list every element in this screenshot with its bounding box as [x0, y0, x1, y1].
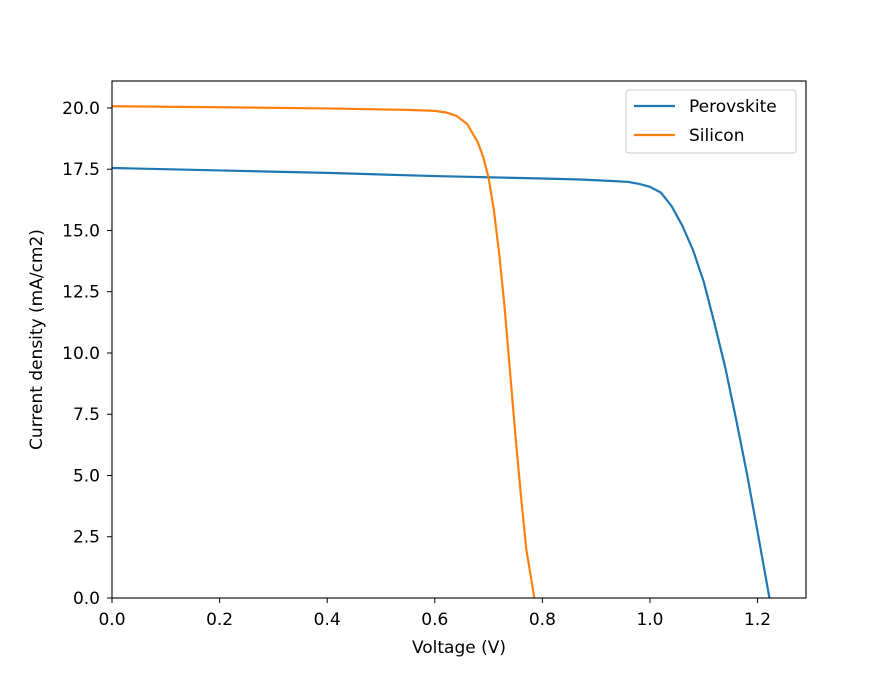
y-axis-ticks: 0.0 2.5 5.0 7.5 10.0 12.5 15.0 17.5 20.0 — [62, 99, 112, 609]
x-axis-label: Voltage (V) — [412, 638, 506, 658]
series-layer — [111, 105, 771, 599]
x-axis-ticks: 0.0 0.2 0.4 0.6 0.8 1.0 1.2 — [98, 598, 771, 630]
y-tick-label: 10.0 — [62, 344, 100, 364]
y-tick-label: 2.5 — [73, 528, 100, 548]
y-tick-label: 12.5 — [62, 283, 100, 303]
x-tick-label: 1.0 — [636, 610, 663, 630]
y-tick-label: 5.0 — [73, 466, 100, 486]
legend: Perovskite Silicon — [625, 89, 797, 154]
legend-label-silicon: Silicon — [689, 126, 744, 146]
x-tick-label: 0.2 — [206, 610, 233, 630]
y-tick-label: 15.0 — [62, 221, 100, 241]
x-tick-label: 0.6 — [421, 610, 448, 630]
plot-frame — [111, 80, 807, 599]
y-tick-label: 17.5 — [62, 160, 100, 180]
x-tick-label: 0.8 — [529, 610, 556, 630]
y-tick-label: 20.0 — [62, 99, 100, 119]
plot-background — [112, 81, 806, 598]
x-tick-label: 1.2 — [744, 610, 771, 630]
x-tick-label: 0.4 — [314, 610, 341, 630]
y-tick-label: 0.0 — [73, 589, 100, 609]
legend-label-perovskite: Perovskite — [689, 97, 777, 117]
y-tick-label: 7.5 — [73, 405, 100, 425]
series-line-perovskite — [111, 166, 771, 599]
y-axis-label: Current density (mA/cm2) — [27, 229, 47, 450]
x-tick-label: 0.0 — [98, 610, 125, 630]
series-line-silicon — [111, 105, 536, 599]
